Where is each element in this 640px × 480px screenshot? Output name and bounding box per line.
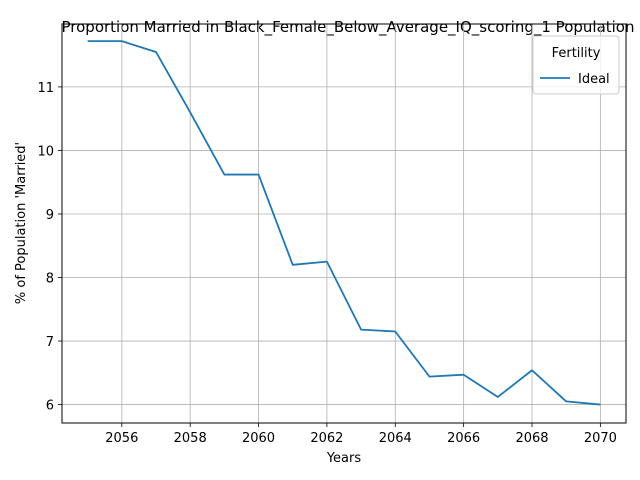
y-tick-label: 10 xyxy=(37,144,54,159)
x-tick-label: 2062 xyxy=(310,431,343,446)
plot-frame xyxy=(61,23,627,424)
legend-label-ideal: Ideal xyxy=(578,72,610,87)
y-axis-ticks: 6 7 8 9 10 11 xyxy=(37,81,62,414)
legend-title: Fertility xyxy=(552,46,601,61)
series-lines xyxy=(87,40,601,406)
y-axis-label: % of Population 'Married' xyxy=(14,142,29,304)
x-tick-label: 2056 xyxy=(105,431,138,446)
x-axis-label: Years xyxy=(326,451,362,466)
y-tick-label: 9 xyxy=(46,208,54,223)
y-tick-label: 6 xyxy=(46,399,54,414)
x-tick-label: 2066 xyxy=(447,431,480,446)
y-tick-label: 8 xyxy=(46,272,54,287)
x-axis-ticks: 2056 2058 2060 2062 2064 2066 2068 2070 xyxy=(105,423,617,446)
x-tick-label: 2060 xyxy=(242,431,275,446)
legend: Fertility Ideal xyxy=(532,35,620,95)
series-line-ideal xyxy=(87,40,601,406)
x-tick-label: 2068 xyxy=(515,431,548,446)
legend-box xyxy=(532,35,620,95)
x-tick-label: 2058 xyxy=(174,431,207,446)
y-tick-label: 11 xyxy=(37,81,54,96)
y-tick-label: 7 xyxy=(46,335,54,350)
chart-title: Proportion Married in Black_Female_Below… xyxy=(62,18,635,37)
x-tick-label: 2064 xyxy=(379,431,412,446)
x-tick-label: 2070 xyxy=(584,431,617,446)
